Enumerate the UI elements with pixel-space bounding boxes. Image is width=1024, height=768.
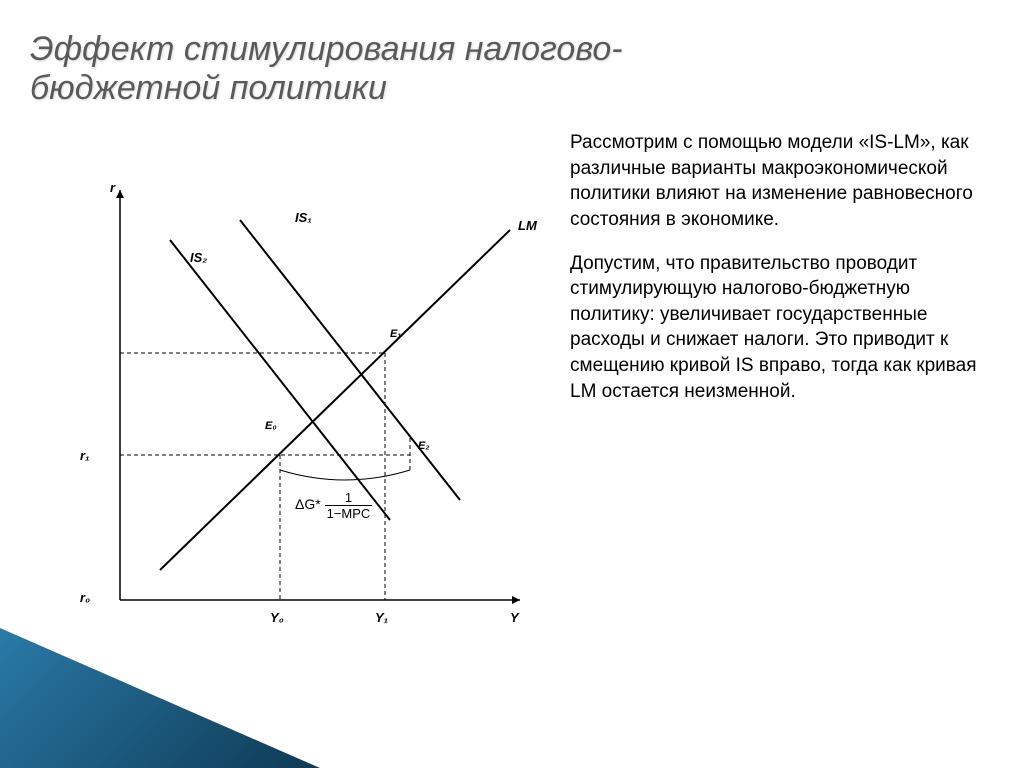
label-Y1: Y₁: [375, 610, 388, 625]
is1-curve: [240, 220, 460, 500]
paragraph-2: Допустим, что правительство проводит сти…: [570, 251, 994, 405]
label-r0: r₀: [80, 590, 90, 605]
formula-prefix: ΔG*: [295, 496, 321, 512]
label-E2: E₂: [418, 440, 430, 452]
title-line2: бюджетной политики: [30, 69, 387, 107]
label-E1: E₁: [390, 328, 401, 340]
title-line1: Эффект стимулирования налогово-: [30, 30, 623, 68]
y-axis-arrow: [116, 190, 124, 198]
slide-title: Эффект стимулирования налогово- бюджетно…: [30, 30, 623, 108]
label-IS1: IS₁: [295, 210, 312, 225]
label-E0: E₀: [265, 420, 277, 432]
formula-den: 1−MPC: [325, 506, 373, 521]
chart-svg: [40, 170, 560, 650]
label-Y: Y: [510, 610, 519, 625]
label-r: r: [110, 180, 115, 195]
islm-chart: r r₀ r₁ Y Y₀ Y₁ LM IS₁ IS₂ E₀ E₁ E₂ ΔG* …: [40, 170, 560, 650]
label-Y0: Y₀: [270, 610, 284, 625]
label-LM: LM: [518, 218, 537, 233]
body-text: Рассмотрим с помощью модели «IS-LM», как…: [570, 130, 994, 422]
formula-fraction: 1 1−MPC: [325, 490, 373, 521]
label-r1: r₁: [80, 448, 90, 463]
formula-num: 1: [325, 490, 373, 506]
x-axis-arrow: [512, 596, 520, 604]
multiplier-formula: ΔG* 1 1−MPC: [295, 490, 372, 521]
paragraph-1: Рассмотрим с помощью модели «IS-LM», как…: [570, 130, 994, 233]
brace: [280, 470, 410, 480]
label-IS2: IS₂: [190, 250, 207, 265]
